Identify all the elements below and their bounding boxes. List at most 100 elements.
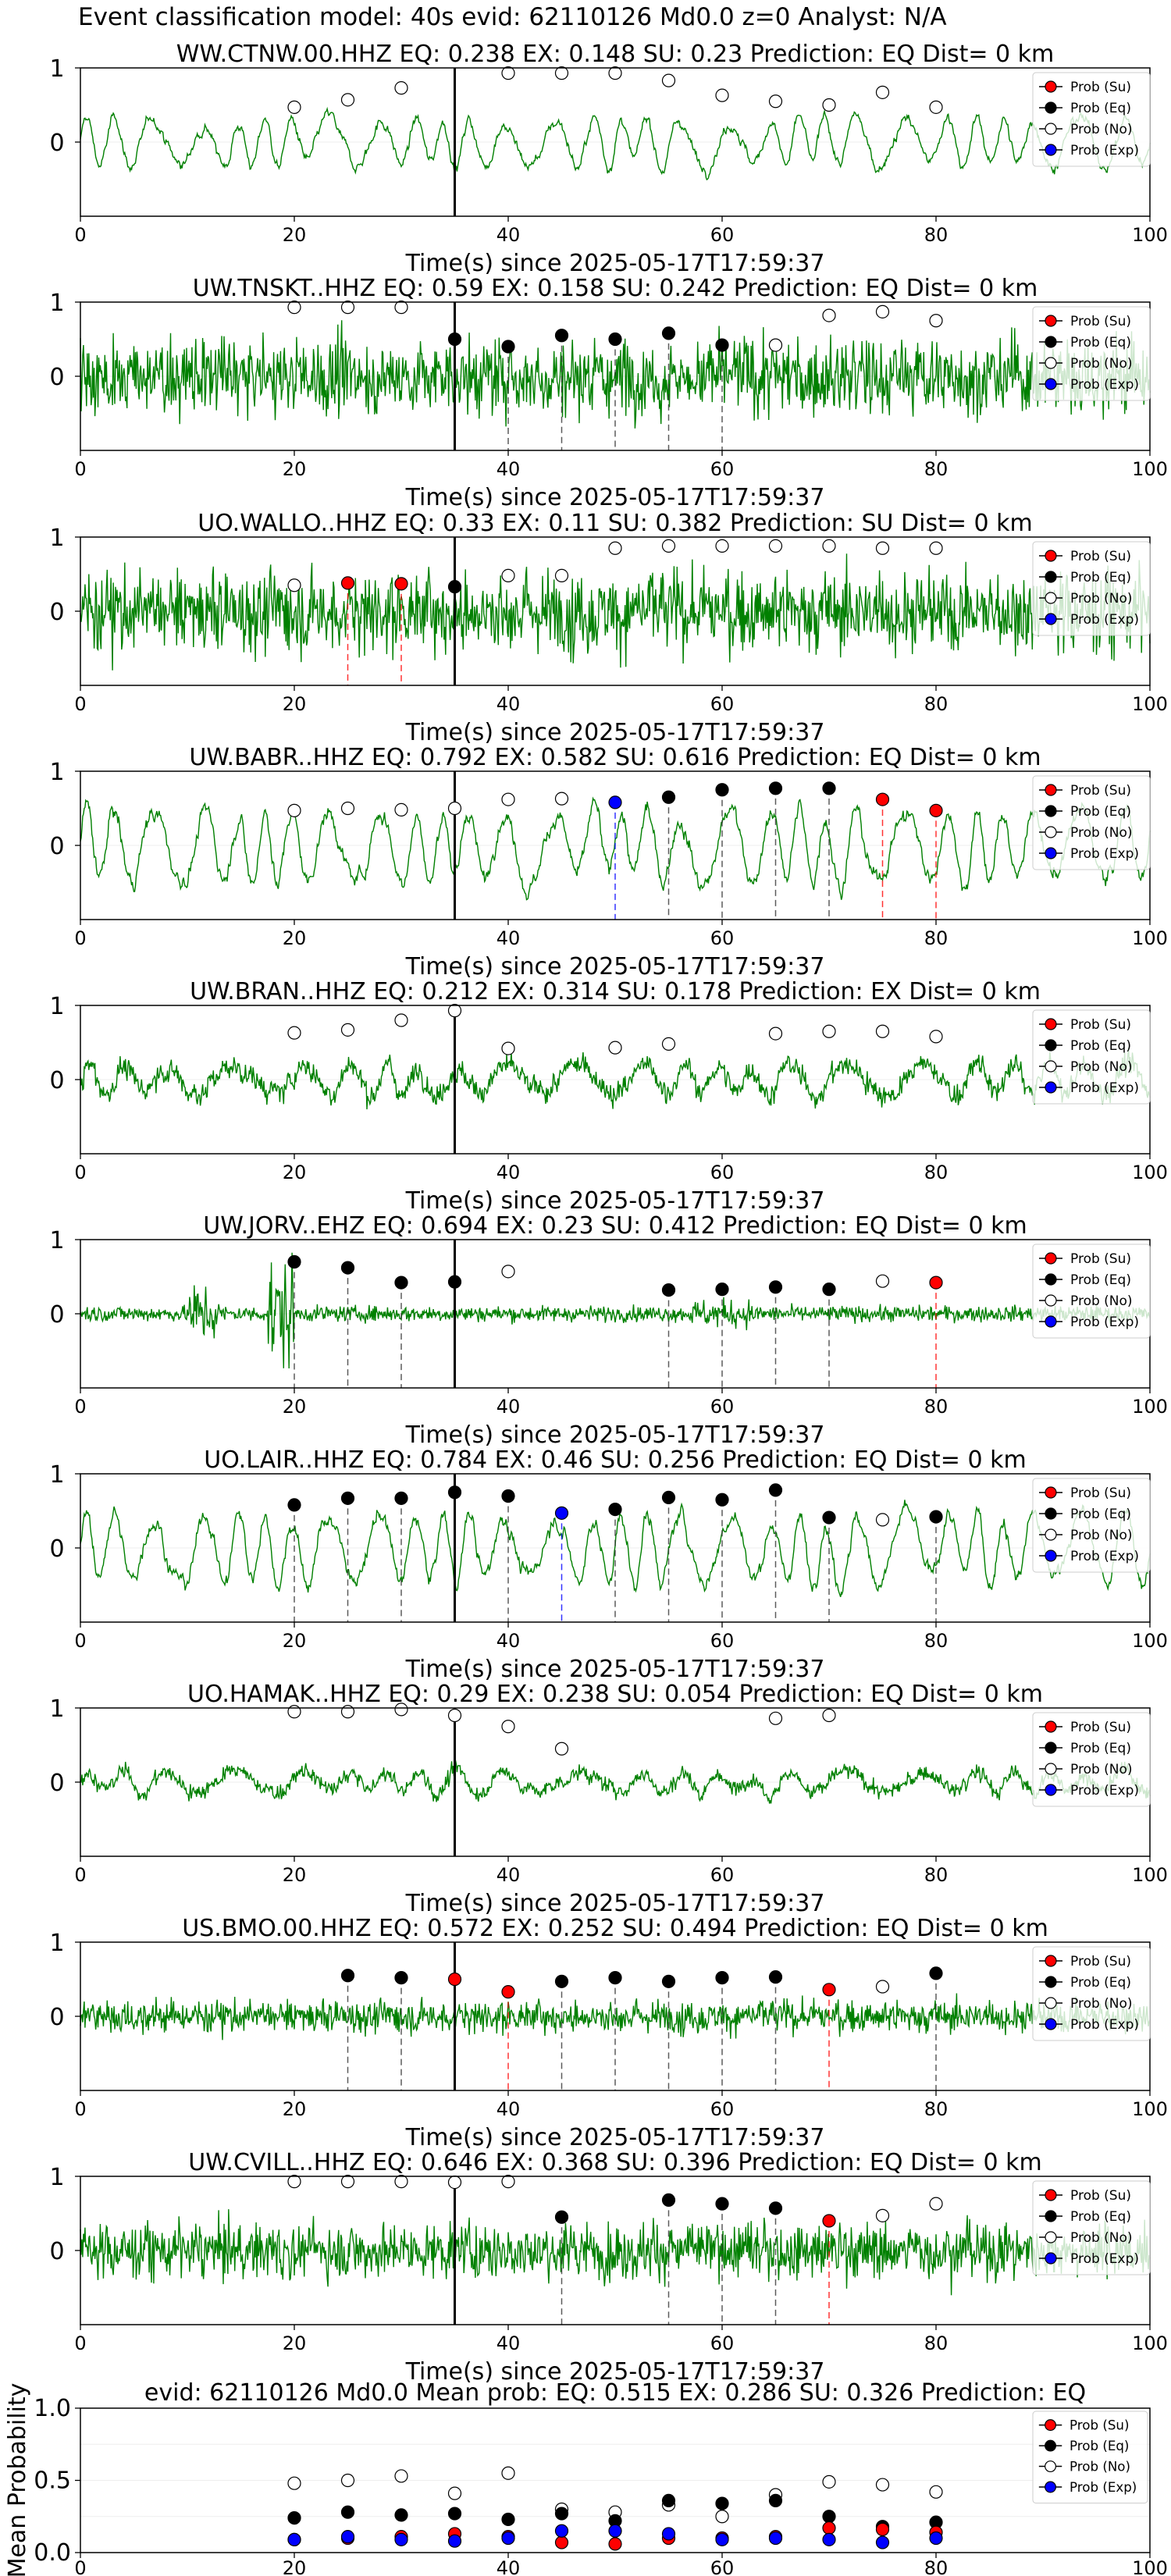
prob-point-eq [447,332,462,347]
legend-marker-no [1045,2460,1057,2473]
legend: Prob (Su) Prob (Eq) Prob (No) Prob (Exp) [1032,2180,1151,2275]
prob-point-no [287,2175,301,2189]
legend-marker-su [1045,315,1057,327]
legend-marker-exp [1045,1784,1057,1796]
prob-point-eq [661,326,676,340]
mean-point-no [340,2473,355,2488]
xaxis-label: Time(s) since 2025-05-17T17:59:37 [405,719,825,746]
mean-point-eq [768,2493,783,2507]
panel-title: UW.JORV..EHZ EQ: 0.694 EX: 0.23 SU: 0.41… [203,1212,1027,1240]
prob-point-no [501,66,515,80]
legend-label-no: Prob (No) [1070,122,1133,137]
legend-marker-su [1045,1252,1057,1265]
prob-point-eq [447,1485,462,1500]
xaxis-label: Time(s) since 2025-05-17T17:59:37 [405,1187,825,1215]
prob-point-eq [768,2201,783,2215]
xtick-label: 60 [710,1630,735,1652]
prob-point-su [822,1983,836,1997]
xtick-label: 60 [710,2557,735,2576]
prob-point-eq [929,1966,943,1980]
xtick-label: 80 [924,1162,949,1183]
prob-point-no [554,568,569,583]
xaxis-label: Time(s) since 2025-05-17T17:59:37 [405,484,825,511]
legend-marker-su [1045,2419,1057,2432]
xtick-label: 60 [710,2098,735,2120]
legend-label-su: Prob (Su) [1070,1017,1131,1033]
legend-label-su: Prob (Su) [1070,1485,1131,1501]
xtick-label: 80 [924,2332,949,2354]
prob-point-eq [822,1283,836,1297]
ytick-label: 1.0 [34,2395,71,2422]
xtick-label: 60 [710,1864,735,1886]
prob-point-eq [661,790,676,804]
prob-point-no [661,73,676,87]
xaxis-label: Time(s) since 2025-05-17T17:59:37 [405,1656,825,1683]
mean-point-exp [929,2531,943,2546]
legend-label-no: Prob (No) [1070,1996,1133,2012]
legend-marker-eq [1045,1039,1057,1051]
prob-point-eq [715,338,729,352]
ytick-label: 1 [49,1930,64,1957]
mean-point-exp [661,2527,676,2541]
prob-point-no [394,2175,408,2189]
station-panel: UW.BRAN..HHZ EQ: 0.212 EX: 0.314 SU: 0.1… [49,978,1167,1215]
legend-label-eq: Prob (Eq) [1070,2209,1131,2225]
prob-point-no [608,541,622,555]
xtick-label: 60 [710,927,735,949]
xtick-label: 0 [74,224,86,246]
ytick-label: 0.0 [34,2539,71,2567]
ytick-label: 0 [49,599,64,626]
xtick-label: 60 [710,1162,735,1183]
legend-marker-eq [1045,1976,1057,1988]
prob-point-no [768,338,783,352]
ytick-label: 1 [49,1461,64,1489]
station-panel: WW.CTNW.00.HHZ EQ: 0.238 EX: 0.148 SU: 0… [49,41,1167,277]
legend-marker-exp [1045,1315,1057,1328]
prob-point-eq [394,1491,408,1505]
legend-marker-no [1045,1060,1057,1073]
prob-point-eq [822,781,836,795]
ytick-label: 0 [49,1535,64,1563]
mean-point-exp [554,2524,569,2538]
xtick-label: 100 [1132,2557,1168,2576]
prob-point-eq [715,1971,729,1985]
station-panel: UO.WALLO..HHZ EQ: 0.33 EX: 0.11 SU: 0.38… [49,510,1167,746]
legend-label-su: Prob (Su) [1070,549,1131,564]
legend-label-su: Prob (Su) [1070,1954,1131,1969]
prob-point-no [875,85,890,99]
mean-point-eq [554,2507,569,2521]
prob-point-eq [768,1483,783,1497]
prob-point-no [875,1513,890,1527]
xtick-label: 0 [74,2557,86,2576]
mean-point-no [287,2476,301,2490]
ytick-label: 0 [49,1301,64,1329]
prob-point-no [340,93,355,107]
xtick-label: 40 [497,2557,521,2576]
panel-title: UO.LAIR..HHZ EQ: 0.784 EX: 0.46 SU: 0.25… [204,1446,1026,1474]
waveform-trace [80,796,1151,901]
xtick-label: 20 [283,2098,307,2120]
prob-point-eq [287,1254,301,1269]
prob-point-su [875,792,890,806]
mean-point-exp [394,2532,408,2546]
xtick-label: 0 [74,2332,86,2354]
prob-point-no [768,539,783,553]
legend-marker-no [1045,1528,1057,1541]
prob-point-eq [768,781,783,795]
legend-label-exp: Prob (Exp) [1070,1080,1139,1096]
legend-label-exp: Prob (Exp) [1070,377,1139,393]
prob-point-no [875,2208,890,2222]
legend-label-eq: Prob (Eq) [1070,1975,1131,1991]
prob-point-no [394,81,408,95]
prob-point-no [447,2176,462,2190]
legend-marker-exp [1045,2018,1057,2030]
prob-point-eq [554,329,569,343]
prob-point-no [554,66,569,80]
legend-label-exp: Prob (Exp) [1070,2480,1137,2495]
xtick-label: 40 [497,2098,521,2120]
mean-point-exp [287,2532,301,2546]
xtick-label: 100 [1132,1162,1168,1183]
xtick-label: 0 [74,2098,86,2120]
legend-label-exp: Prob (Exp) [1070,1783,1139,1799]
prob-point-eq [715,2197,729,2211]
